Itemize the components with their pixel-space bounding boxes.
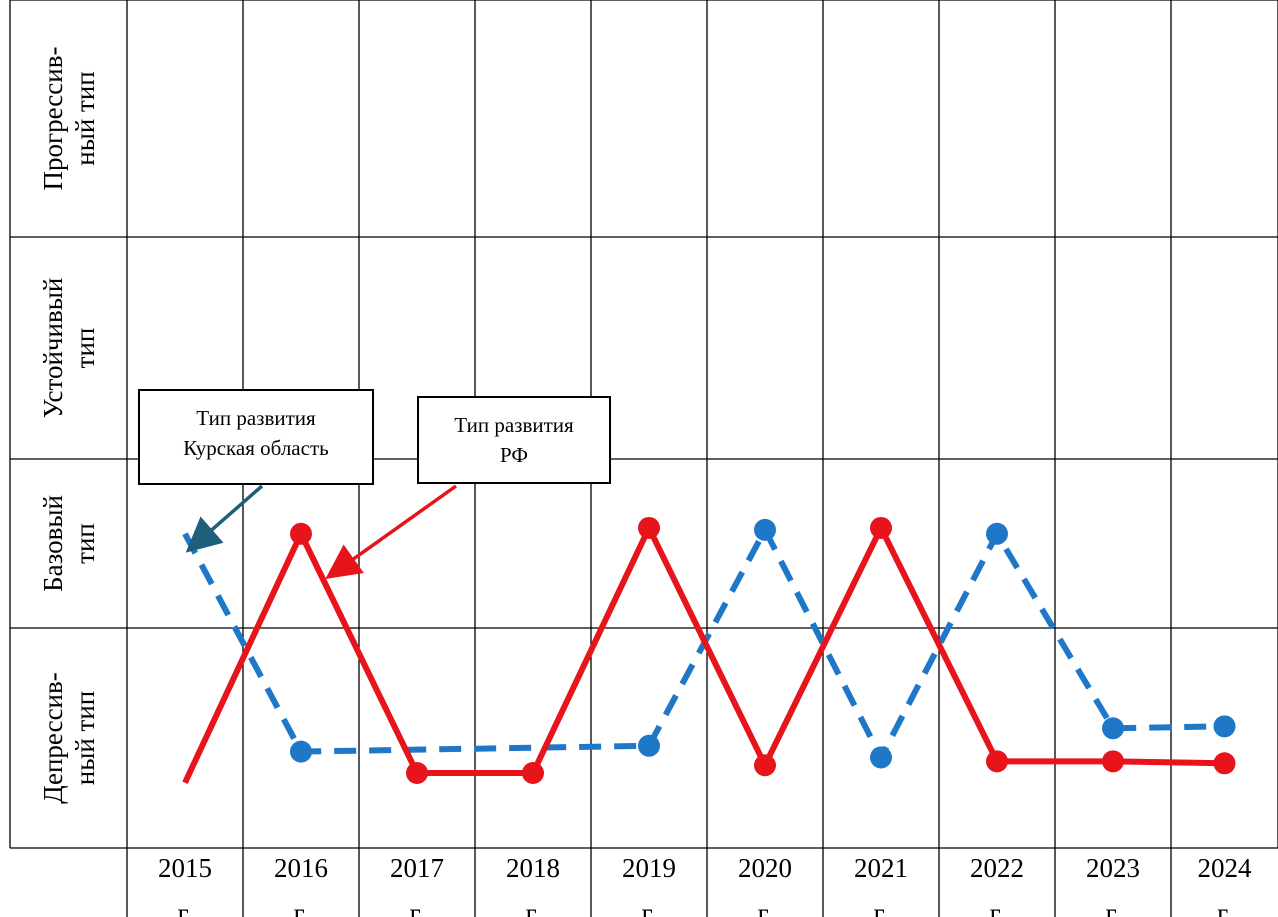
x-tick-suffix: г. — [642, 898, 657, 917]
callout-box — [138, 389, 374, 485]
x-tick-suffix: г. — [1217, 898, 1232, 917]
x-tick-year: 2019 — [622, 853, 676, 883]
x-tick-year: 2024 — [1198, 853, 1253, 883]
row-label-text: Устойчивыйтип — [38, 278, 100, 419]
data-point — [870, 516, 892, 539]
row-label-basic: Базовыйтип — [38, 495, 100, 592]
x-tick-suffix: г. — [990, 898, 1005, 917]
row-label-line: Депрессив- — [38, 672, 68, 804]
row-label-line: Базовый — [38, 495, 68, 592]
data-point — [290, 522, 312, 545]
row-label-text: Базовыйтип — [38, 495, 100, 592]
callout-line: РФ — [500, 443, 528, 467]
row-label-progressive: Прогрессив-ный тип — [38, 47, 100, 191]
x-tick-suffix: г. — [874, 898, 889, 917]
series-0 — [182, 518, 1236, 769]
row-label-text: Депрессив-ный тип — [38, 672, 100, 804]
row-label-text: Прогрессив-ный тип — [38, 47, 100, 191]
x-tick-labels: 2015г.2016г.2017г.2018г.2019г.2020г.2021… — [158, 853, 1252, 917]
x-tick-2015: 2015 г. — [158, 853, 212, 917]
data-point — [1213, 715, 1236, 738]
callout-line: Курская область — [183, 436, 328, 460]
x-tick-year: 2021 — [854, 853, 908, 883]
row-label-line: ный тип — [70, 71, 100, 166]
x-tick-2021: 2021 г. — [854, 853, 908, 917]
x-tick-2023: 2023 г. — [1086, 853, 1140, 917]
row-label-line: Прогрессив- — [38, 47, 68, 191]
x-tick-year: 2018 — [506, 853, 560, 883]
callout-line: Тип развития — [196, 406, 316, 430]
series-line — [182, 523, 1225, 765]
x-tick-suffix: г. — [526, 898, 541, 917]
x-tick-suffix: г. — [410, 898, 425, 917]
row-labels: Прогрессив-ный типУстойчивыйтипБазовыйти… — [38, 47, 100, 804]
x-tick-year: 2017 — [390, 853, 444, 883]
data-point — [406, 762, 428, 785]
x-tick-2018: 2018 г. — [506, 853, 560, 917]
series-layer — [182, 516, 1236, 785]
data-point — [638, 734, 660, 757]
callout-box — [417, 396, 611, 484]
data-point — [290, 740, 312, 763]
callout-arrow — [325, 484, 458, 580]
x-tick-year: 2015 — [158, 853, 212, 883]
row-label-line: тип — [70, 523, 100, 564]
callouts: Тип развития Курская область Тип развития Р… — [138, 389, 611, 580]
row-label-stable: Устойчивыйтип — [38, 278, 100, 419]
x-tick-year: 2022 — [970, 853, 1024, 883]
x-tick-2020: 2020 г. — [738, 853, 792, 917]
series-1 — [182, 516, 1236, 785]
data-point — [986, 750, 1008, 773]
callout-text: Тип развития Курская область — [183, 406, 328, 460]
x-tick-2022: 2022 г. — [970, 853, 1024, 917]
row-label-line: ный тип — [70, 691, 100, 786]
callout-arrow — [185, 484, 264, 553]
x-tick-year: 2020 — [738, 853, 792, 883]
x-tick-2019: 2019 г. — [622, 853, 676, 917]
x-tick-2016: 2016 г. — [274, 853, 328, 917]
series-line — [182, 521, 1225, 785]
callout-text: Тип развития РФ — [454, 413, 574, 467]
x-tick-suffix: г. — [1106, 898, 1121, 917]
x-tick-suffix: г. — [758, 898, 773, 917]
x-tick-year: 2023 — [1086, 853, 1140, 883]
data-point — [522, 762, 544, 785]
row-label-depressive: Депрессив-ный тип — [38, 672, 100, 804]
x-tick-year: 2016 — [274, 853, 328, 883]
x-tick-2017: 2017 г. — [390, 853, 444, 917]
data-point — [1102, 717, 1124, 740]
data-point — [754, 518, 776, 541]
data-point — [1213, 752, 1236, 775]
row-label-line: тип — [70, 328, 100, 369]
x-tick-suffix: г. — [294, 898, 309, 917]
data-point — [870, 746, 892, 769]
data-point — [754, 754, 776, 777]
x-tick-suffix: г. — [178, 898, 193, 917]
data-point — [638, 516, 660, 539]
callout-0: Тип развития Курская область — [138, 389, 374, 553]
x-tick-2024: 2024 г. — [1198, 853, 1253, 917]
row-label-line: Устойчивый — [38, 278, 68, 419]
data-point — [1102, 750, 1124, 773]
data-point — [986, 522, 1008, 545]
callout-line: Тип развития — [454, 413, 574, 437]
callout-1: Тип развития РФ — [325, 396, 611, 580]
